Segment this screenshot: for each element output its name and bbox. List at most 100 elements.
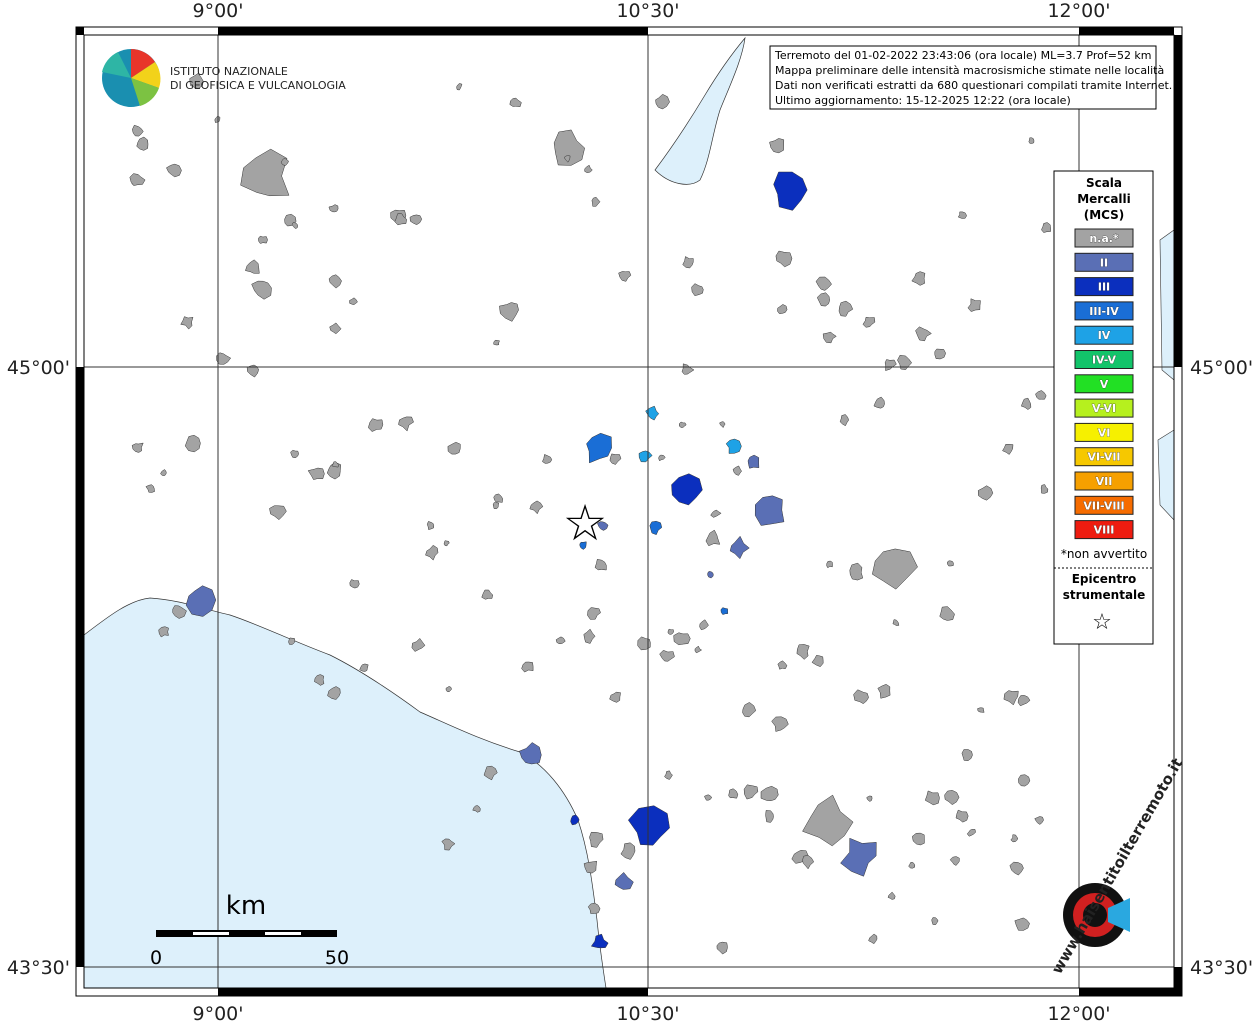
- town-area: [521, 661, 534, 673]
- town-area: [529, 500, 544, 515]
- legend-swatch: [1074, 301, 1134, 321]
- legend-swatch: [1074, 325, 1134, 345]
- town-area: [456, 83, 463, 91]
- town-area: [394, 213, 407, 226]
- town-area: [822, 331, 837, 344]
- town-area: [826, 560, 833, 569]
- legend-label: V-VI: [1092, 402, 1116, 415]
- town-area: [587, 902, 601, 914]
- town-area: [1041, 222, 1051, 233]
- town-area: [645, 405, 660, 421]
- town-area: [897, 354, 913, 370]
- town-area: [769, 138, 785, 154]
- info-line: Ultimo aggiornamento: 15-12-2025 12:22 (…: [775, 94, 1071, 107]
- town-area: [627, 805, 670, 846]
- legend-title: Scala: [1086, 176, 1122, 190]
- town-area: [185, 585, 217, 617]
- frame-segment: [1079, 988, 1174, 996]
- town-area: [838, 300, 854, 317]
- info-box: Terremoto del 01-02-2022 23:43:06 (ora l…: [769, 45, 1172, 110]
- town-area: [590, 933, 609, 949]
- town-area: [158, 626, 169, 638]
- lat-label: 43°30': [1190, 957, 1253, 979]
- legend-swatch: [1074, 228, 1134, 248]
- globe-segment: [131, 49, 155, 78]
- info-line: Terremoto del 01-02-2022 23:43:06 (ora l…: [774, 49, 1152, 62]
- lon-label: 9°00': [193, 0, 244, 22]
- frame-segment: [76, 27, 84, 35]
- town-area: [591, 196, 601, 207]
- town-area: [1034, 816, 1044, 825]
- town-area: [716, 941, 728, 955]
- frame-segment: [218, 988, 648, 996]
- scale-bar-segment: [193, 932, 229, 935]
- legend-label: IV-V: [1092, 354, 1117, 367]
- town-area: [760, 785, 779, 801]
- town-area: [699, 619, 709, 631]
- town-area: [614, 872, 634, 890]
- scale-label: 0: [150, 947, 162, 969]
- town-area: [349, 579, 360, 589]
- legend-label: III: [1098, 281, 1110, 294]
- town-area: [966, 829, 976, 837]
- globe-segment: [131, 62, 161, 88]
- town-area: [673, 632, 691, 646]
- town-area: [862, 316, 876, 328]
- town-area: [934, 348, 946, 360]
- legend-label: VII-VIII: [1083, 499, 1124, 512]
- town-area: [728, 788, 739, 799]
- scale-bar: km 0 50: [150, 891, 349, 969]
- town-area: [957, 211, 967, 219]
- town-area: [802, 794, 854, 847]
- town-area: [269, 505, 287, 521]
- town-area: [849, 562, 864, 581]
- town-area: [802, 855, 815, 870]
- map-area: [83, 36, 1175, 989]
- town-area: [184, 434, 201, 453]
- globe-segment: [131, 78, 159, 106]
- town-area: [915, 326, 932, 342]
- town-area: [609, 453, 622, 465]
- town-area: [245, 259, 260, 274]
- town-area: [742, 702, 757, 718]
- legend-swatch: [1074, 350, 1134, 369]
- town-area: [172, 605, 187, 619]
- town-area: [493, 493, 503, 503]
- town-area: [816, 292, 830, 307]
- town-area: [944, 790, 960, 806]
- town-area: [638, 450, 653, 463]
- legend-label: V: [1100, 378, 1109, 391]
- town-area: [1017, 695, 1031, 707]
- town-area: [853, 689, 869, 705]
- town-area: [931, 917, 939, 925]
- legend-label: IV: [1098, 329, 1111, 342]
- town-area: [251, 280, 272, 300]
- town-area: [132, 124, 144, 137]
- globe-segment: [102, 52, 131, 78]
- town-area: [725, 438, 742, 454]
- town-area: [584, 164, 593, 173]
- town-area: [775, 250, 793, 268]
- legend-swatch: [1074, 520, 1134, 540]
- lon-label: 12°00': [1047, 1003, 1110, 1024]
- town-area: [290, 449, 299, 459]
- town-area: [729, 535, 750, 560]
- legend-swatch: [1074, 398, 1134, 418]
- town-area: [331, 461, 339, 468]
- legend-swatch: [1074, 495, 1134, 515]
- legend-label: II: [1100, 256, 1108, 269]
- logo-ring: [1083, 903, 1107, 927]
- town-area: [594, 559, 607, 571]
- info-line: Mappa preliminare delle intensità macros…: [775, 64, 1164, 77]
- map-frame: [75, 26, 1183, 997]
- lake: [654, 36, 746, 185]
- town-area: [145, 484, 155, 493]
- town-area: [447, 441, 461, 455]
- town-area: [732, 465, 742, 476]
- town-area: [811, 655, 824, 668]
- legend: Scala Mercalli (MCS) *non avvertito Epic…: [1053, 170, 1154, 645]
- town-area: [492, 502, 500, 510]
- town-area: [866, 795, 873, 802]
- town-area: [967, 298, 981, 312]
